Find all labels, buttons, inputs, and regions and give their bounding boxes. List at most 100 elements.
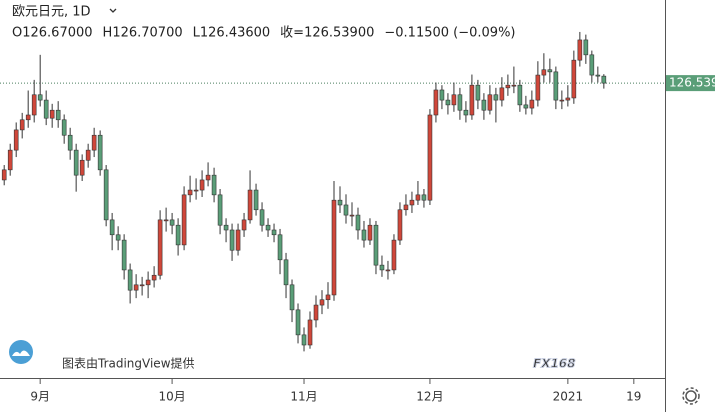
- candle-body: [187, 189, 193, 196]
- candle-body: [205, 174, 211, 181]
- candle-body: [361, 229, 367, 241]
- candle-body: [217, 194, 223, 226]
- candle-body: [595, 74, 601, 77]
- candle-body: [523, 104, 529, 109]
- candle-body: [373, 224, 379, 266]
- candle-body: [211, 174, 217, 196]
- candle-body: [283, 259, 289, 286]
- legend-item: −0.11500 (−0.09%): [384, 26, 515, 41]
- candle-body: [37, 94, 43, 101]
- candle-body: [121, 239, 127, 271]
- candle-body: [481, 99, 487, 111]
- candle-body: [295, 309, 301, 336]
- candle-body: [529, 99, 535, 109]
- candle-body: [433, 89, 439, 116]
- candle-body: [493, 94, 499, 101]
- settings-icon[interactable]: [682, 387, 700, 405]
- candle-body: [331, 199, 337, 296]
- candle-body: [451, 94, 457, 106]
- tradingview-icon: [9, 340, 33, 364]
- candle-body: [115, 234, 121, 241]
- candle-body: [199, 179, 205, 191]
- candle-body: [79, 159, 85, 176]
- x-tick-label: 19: [626, 390, 641, 404]
- candle-body: [145, 279, 151, 286]
- candle-body: [193, 189, 199, 192]
- candle-body: [31, 94, 37, 116]
- candle-body: [415, 194, 421, 201]
- candle-body: [313, 304, 319, 321]
- candle-body: [1, 169, 7, 181]
- legend-item: H126.70700: [103, 26, 183, 41]
- candle-body: [85, 149, 91, 161]
- candle-body: [73, 149, 79, 176]
- candle-body: [7, 149, 13, 171]
- x-tick-label: 11月: [290, 390, 317, 404]
- candle-body: [565, 97, 571, 101]
- candle-body: [43, 99, 49, 119]
- last-price-box: [666, 75, 715, 92]
- legend-item: 收=126.53900: [280, 26, 374, 41]
- candle-body: [469, 84, 475, 116]
- candle-body: [403, 204, 409, 211]
- credit-text: 图表由TradingView提供: [62, 356, 195, 371]
- candle-body: [541, 69, 547, 76]
- candle-body: [421, 194, 427, 201]
- candle-body: [427, 114, 433, 201]
- candle-body: [19, 119, 25, 131]
- candle-body: [175, 224, 181, 246]
- candle-body: [559, 99, 565, 102]
- candle-body: [367, 224, 373, 241]
- chart-title[interactable]: 欧元日元, 1D: [12, 5, 91, 20]
- candle-body: [103, 169, 109, 221]
- candle-body: [253, 189, 259, 211]
- x-tick-label: 10月: [158, 390, 185, 404]
- x-tick-label: 2021: [553, 390, 584, 404]
- candle-body: [439, 89, 445, 101]
- candle-body: [169, 219, 175, 226]
- candle-body: [343, 204, 349, 216]
- legend-item: L126.43600: [193, 26, 271, 41]
- candle-body: [223, 224, 229, 231]
- candle-body: [349, 214, 355, 217]
- candle-body: [553, 71, 559, 101]
- candle-body: [307, 319, 313, 346]
- candle-body: [391, 239, 397, 271]
- candle-body: [589, 54, 595, 76]
- candle-body: [265, 224, 271, 231]
- candle-body: [397, 209, 403, 241]
- candle-body: [379, 264, 385, 271]
- candle-body: [109, 219, 115, 236]
- candle-body: [577, 39, 583, 61]
- candle-body: [583, 39, 589, 56]
- candle-body: [409, 199, 415, 206]
- candle-body: [355, 214, 361, 231]
- interval-chevron[interactable]: [109, 8, 117, 13]
- candle-body: [139, 284, 145, 287]
- fx168-logo: FX168: [533, 357, 576, 371]
- candle-body: [247, 189, 253, 221]
- candle-body: [445, 99, 451, 106]
- candle-body: [25, 114, 31, 121]
- candle-body: [259, 209, 265, 226]
- ohlc-legend: O126.67000 H126.70700 L126.43600 收=126.5390…: [12, 26, 516, 41]
- candle-body: [319, 299, 325, 306]
- candle-body: [511, 84, 517, 87]
- candle-body: [301, 334, 307, 346]
- candle-body: [277, 234, 283, 261]
- candle-body: [67, 134, 73, 151]
- candle-body: [151, 274, 157, 281]
- candle-body: [535, 74, 541, 101]
- candle-body: [547, 69, 553, 73]
- candle-body: [91, 134, 97, 151]
- candle-body: [229, 229, 235, 251]
- candle-body: [133, 284, 139, 291]
- candle-body: [13, 129, 19, 151]
- candle-body: [457, 94, 463, 111]
- candle-body: [241, 219, 247, 231]
- candle-body: [571, 59, 577, 99]
- candle-body: [325, 294, 331, 301]
- candle-body: [235, 229, 241, 251]
